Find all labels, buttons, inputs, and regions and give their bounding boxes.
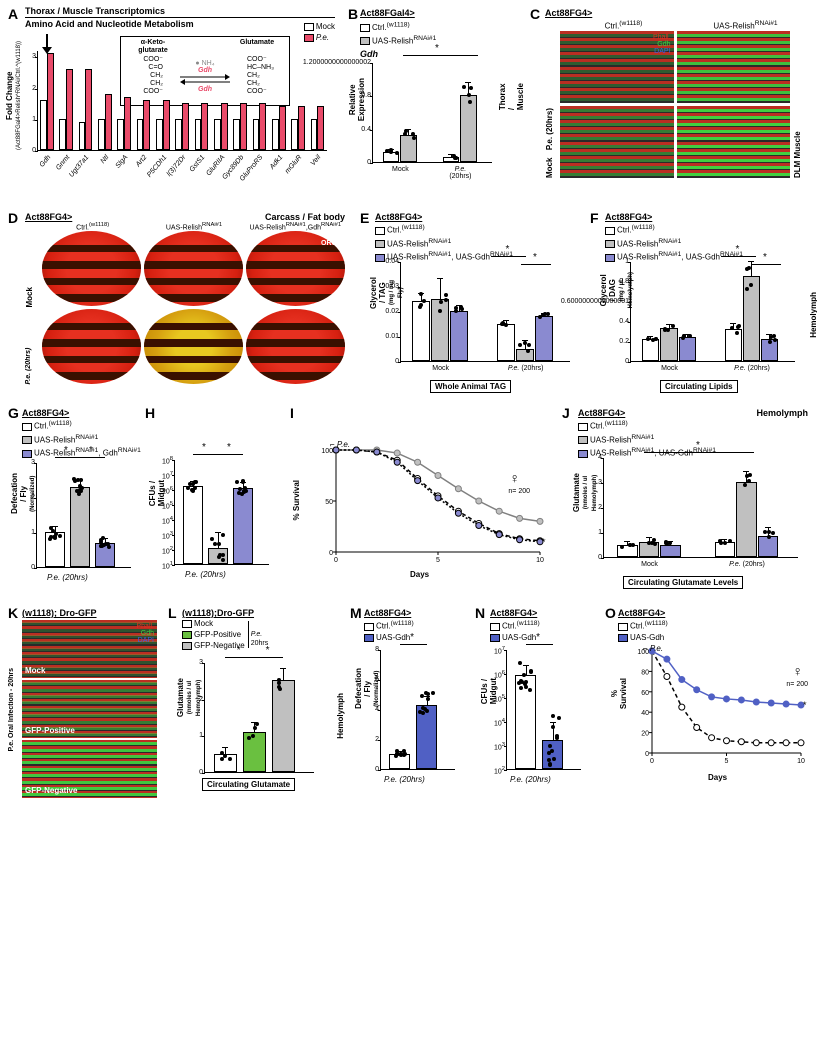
- svg-text:10: 10: [536, 557, 544, 564]
- panel-e: Act88FG4> Ctrl.(w1118) UAS-RelishRNAi#1 …: [375, 212, 580, 263]
- svg-text:100: 100: [321, 448, 333, 455]
- a-legend: Mock P.e.: [304, 21, 335, 43]
- panel-a: Thorax / Muscle Transcriptomics Amino Ac…: [25, 6, 335, 29]
- panel-i-label: I: [290, 405, 294, 421]
- panel-j-label: J: [562, 405, 570, 421]
- a-header1: Thorax / Muscle Transcriptomics: [25, 6, 335, 18]
- svg-text:40: 40: [641, 710, 649, 717]
- h-chart: 101102103104105106107108**: [174, 460, 269, 565]
- f-legend: Ctrl.(w1118) UAS-RelishRNAi#1 UAS-Relish…: [605, 222, 810, 263]
- panel-m-label: M: [350, 605, 362, 621]
- panel-k: (w1118); Dro-GFP P.e. Oral Infection - 2…: [22, 608, 157, 798]
- panel-o-label: O: [605, 605, 616, 621]
- c-grid: Phall.GdhDAPI: [560, 31, 790, 178]
- panel-m: Act88FG4> Ctrl.(w1118) UAS-Gdh Defecatio…: [364, 608, 474, 643]
- panel-f: Act88FG4> Ctrl.(w1118) UAS-RelishRNAi#1 …: [605, 212, 810, 263]
- panel-l: (w1118);Dro-GFP Mock GFP-Positive GFP-Ne…: [182, 608, 337, 651]
- b-title: Act88FGal4>: [360, 8, 515, 18]
- a-arrow: [39, 34, 59, 56]
- panel-d: Act88FG4> Carcass / Fat body Ctrl.(w1118…: [25, 212, 345, 384]
- g-chart: 0123**: [36, 463, 131, 568]
- o-legend: Ctrl.(w1118) UAS-Gdh: [618, 618, 813, 643]
- svg-text:5: 5: [436, 557, 440, 564]
- panel-b: Act88FGal4> Ctrl.(w1118) UAS-RelishRNAi#…: [360, 8, 515, 59]
- panel-o: Act88FG4> Ctrl.(w1118) UAS-Gdh % Surviva…: [618, 608, 813, 643]
- panel-j: Act88FG4> Hemolymph Ctrl.(w1118) UAS-Rel…: [578, 408, 808, 459]
- panel-e-label: E: [360, 210, 369, 226]
- f-chart: 00.20.40.60000000000000010.81MockP.e. (2…: [630, 262, 795, 362]
- e-chart: 00.010.020.030.04MockP.e. (20hrs)**: [400, 262, 570, 362]
- svg-text:5: 5: [725, 758, 729, 765]
- panel-n: Act88FG4> Ctrl.(w1118) UAS-Gdh CFUs / Mi…: [490, 608, 600, 643]
- d-grid: [42, 231, 345, 384]
- panel-l-label: L: [168, 605, 177, 621]
- panel-g-label: G: [8, 405, 19, 421]
- panel-h-label: H: [145, 405, 155, 421]
- svg-text:50: 50: [325, 499, 333, 506]
- o-chart: 0204060801000510*: [634, 646, 809, 771]
- i-chart: 0 50 100 0 5 10 *: [318, 445, 548, 570]
- svg-text:0: 0: [334, 557, 338, 564]
- b-side: Thorax / Muscle: [498, 83, 525, 110]
- panel-f-label: F: [590, 210, 599, 226]
- l-chart: 0123**: [204, 663, 314, 773]
- g-legend: Ctrl.(w1118) UAS-RelishRNAi#1 UAS-Relish…: [22, 418, 177, 459]
- e-legend: Ctrl.(w1118) UAS-RelishRNAi#1 UAS-Relish…: [375, 222, 580, 263]
- n-legend: Ctrl.(w1118) UAS-Gdh: [490, 618, 600, 643]
- j-chart: 01234MockP.e. (20hrs)*: [603, 458, 798, 558]
- svg-text:*: *: [803, 700, 807, 710]
- m-legend: Ctrl.(w1118) UAS-Gdh: [364, 618, 474, 643]
- panel-i: % Survival 0501000510* Days ⌐ P.e. ♀ n= …: [300, 440, 550, 590]
- svg-text:10: 10: [797, 758, 805, 765]
- panel-a-label: A: [8, 6, 18, 22]
- b-ylabel: Relative Expression: [348, 78, 366, 121]
- i-pe: ⌐ P.e.: [330, 440, 350, 449]
- l-legend: Mock GFP-Positive GFP-Negative x P.e. 20…: [182, 618, 337, 651]
- a-chart: 0123GdhGnmtUgt37a1NtlSlgAArt2P5CDh1l(3)7…: [37, 51, 327, 151]
- svg-text:60: 60: [641, 690, 649, 697]
- n-chart: 102103104105106107*: [506, 650, 581, 770]
- a-ylabel: Fold Change(Act88FGal4>Relish^RNAi/Ctrl.…: [5, 41, 23, 150]
- svg-text:0: 0: [645, 751, 649, 758]
- panel-d-label: D: [8, 210, 18, 226]
- svg-text:80: 80: [641, 669, 649, 676]
- k-grid: MockPhall.GdhDAPIGFP-PositiveGFP-Negativ…: [22, 620, 157, 798]
- b-chart: 00.40.81.2000000000000002MockP.e. (20hrs…: [372, 63, 492, 163]
- panel-n-label: N: [475, 605, 485, 621]
- panel-k-label: K: [8, 605, 18, 621]
- svg-text:0: 0: [650, 758, 654, 765]
- a-header2: Amino Acid and Nucleotide Metabolism: [25, 19, 335, 29]
- panel-c: Act88FG4> Ctrl.(w1118) UAS-RelishRNAi#1 …: [545, 8, 805, 178]
- m-chart: 02468*: [380, 650, 455, 770]
- panel-b-label: B: [348, 6, 358, 22]
- svg-text:20: 20: [641, 731, 649, 738]
- panel-c-label: C: [530, 6, 540, 22]
- svg-text:*: *: [542, 537, 546, 547]
- svg-text:0: 0: [329, 550, 333, 557]
